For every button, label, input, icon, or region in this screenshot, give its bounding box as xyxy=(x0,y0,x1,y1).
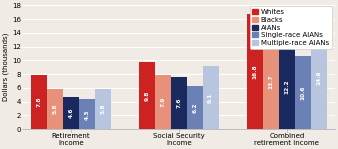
Bar xyxy=(203,66,219,129)
Text: 7.9: 7.9 xyxy=(161,97,165,107)
Bar xyxy=(139,62,155,129)
Text: 5.8: 5.8 xyxy=(52,104,57,114)
Text: 6.2: 6.2 xyxy=(192,103,197,113)
Bar xyxy=(279,45,295,129)
Bar xyxy=(311,27,327,129)
Text: 16.8: 16.8 xyxy=(252,64,258,79)
Bar xyxy=(263,35,279,129)
Bar xyxy=(47,89,63,129)
Text: 9.8: 9.8 xyxy=(145,90,149,101)
Bar xyxy=(63,97,79,129)
Text: 14.9: 14.9 xyxy=(316,71,321,85)
Bar xyxy=(187,86,203,129)
Text: 10.6: 10.6 xyxy=(300,85,305,100)
Text: 13.7: 13.7 xyxy=(268,75,273,89)
Text: 7.6: 7.6 xyxy=(176,98,181,108)
Text: 7.8: 7.8 xyxy=(37,97,42,107)
Bar xyxy=(31,75,47,129)
Y-axis label: Dollars (thousands): Dollars (thousands) xyxy=(3,33,9,101)
Text: 4.3: 4.3 xyxy=(84,109,89,119)
Bar xyxy=(155,75,171,129)
Bar xyxy=(79,100,95,129)
Bar xyxy=(171,77,187,129)
Text: 4.6: 4.6 xyxy=(68,108,73,118)
Text: 12.2: 12.2 xyxy=(284,80,289,94)
Bar xyxy=(247,14,263,129)
Bar xyxy=(95,89,111,129)
Legend: Whites, Blacks, AIANs, Single-race AIANs, Multiple-race AIANs: Whites, Blacks, AIANs, Single-race AIANs… xyxy=(249,6,332,49)
Bar xyxy=(295,56,311,129)
Text: 9.1: 9.1 xyxy=(208,93,213,103)
Text: 5.8: 5.8 xyxy=(100,104,105,114)
